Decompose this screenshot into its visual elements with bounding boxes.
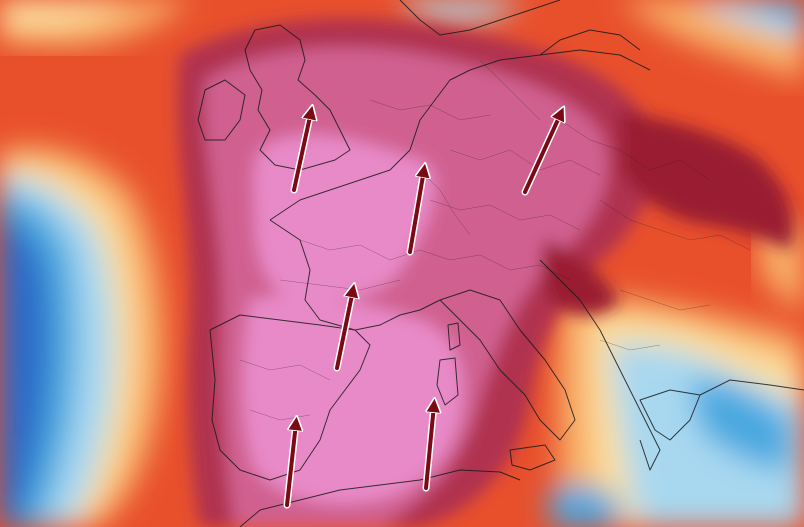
coastline-balkans <box>539 259 661 471</box>
coastline-continent <box>269 49 651 221</box>
coastline-ireland <box>197 79 246 141</box>
cool-balkans-greece <box>550 295 804 527</box>
cool-north <box>400 0 804 80</box>
coastline-sardinia <box>436 357 459 406</box>
coastline-france <box>269 219 441 331</box>
cool-ocean-west <box>0 146 164 527</box>
arrow-southwest-spain <box>285 423 296 507</box>
coastline-greece <box>639 389 701 441</box>
arrows-layer <box>283 112 561 509</box>
arrow-poland <box>523 113 561 194</box>
arrow-western-mediterranean <box>424 405 434 490</box>
cool-north-atlantic <box>0 0 190 47</box>
coastline-corsica <box>447 322 461 351</box>
coastline-sicily <box>509 444 556 471</box>
coastline-italy <box>439 289 576 441</box>
coastlines-and-borders <box>197 0 804 527</box>
coastline-turkey <box>699 379 804 396</box>
coastline-britain <box>244 24 351 171</box>
coastline-iberia <box>209 314 371 481</box>
coastline-scandinavia <box>399 0 561 36</box>
coastline-baltic <box>539 29 641 56</box>
arrow-southern-france <box>335 290 353 370</box>
coastline-north-africa <box>239 469 521 527</box>
arrow-netherlands <box>408 170 424 254</box>
hot-dome <box>177 18 794 527</box>
arrow-britain <box>292 112 311 192</box>
internal-borders <box>239 59 751 421</box>
